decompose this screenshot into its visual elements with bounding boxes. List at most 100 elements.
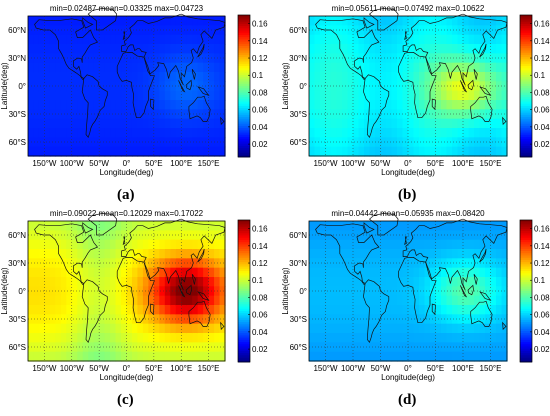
heatmap-cell [38, 53, 46, 64]
heatmap-cell [28, 146, 35, 157]
heatmap-cell [336, 137, 343, 148]
heatmap-cell [208, 16, 215, 26]
heatmap-cell [77, 62, 84, 73]
heatmap-cell [170, 258, 177, 269]
heatmap-cell [66, 351, 73, 362]
heatmap-cell [424, 128, 431, 138]
heatmap-cell [110, 230, 117, 241]
heatmap-cell [369, 314, 376, 325]
heatmap-cell [441, 118, 448, 129]
heatmap-cell [148, 258, 155, 269]
heatmap-cell [397, 62, 404, 73]
colorbar-segment [238, 339, 250, 343]
heatmap-cell [331, 90, 338, 101]
heatmap-cell [457, 109, 464, 120]
heatmap-cell [391, 230, 398, 241]
heatmap-cell [441, 16, 448, 26]
heatmap-cell [446, 118, 453, 129]
heatmap-cell [28, 72, 35, 82]
colorbar-segment [238, 291, 250, 294]
heatmap-cell [82, 16, 89, 26]
heatmap-cell [164, 109, 171, 120]
heatmap-cell [386, 333, 393, 343]
heatmap-cell [430, 137, 437, 148]
heatmap-cell [126, 100, 133, 110]
heatmap-cell [164, 230, 171, 241]
heatmap-cell [49, 305, 56, 315]
heatmap-cell [192, 25, 199, 36]
heatmap-cell [77, 249, 84, 259]
heatmap-cell [413, 323, 420, 334]
heatmap-cell [441, 137, 448, 148]
heatmap-cell [364, 44, 371, 54]
x-tick-label: 100°E [452, 159, 474, 168]
heatmap-cell [142, 258, 149, 269]
colorbar-frame [519, 219, 533, 363]
heatmap-cell [490, 314, 497, 325]
heatmap-cell [77, 100, 84, 110]
colorbar-segment [238, 220, 250, 223]
heatmap-cell [82, 25, 89, 36]
colorbar-segment [520, 117, 532, 120]
heatmap-cell [419, 314, 426, 325]
heatmap-cell [485, 249, 492, 259]
heatmap-cell [386, 267, 393, 278]
heatmap-cell [402, 305, 409, 315]
heatmap-cell [214, 295, 221, 306]
colorbar-segment [520, 335, 532, 338]
heatmap-cell [110, 53, 117, 64]
heatmap-cell [186, 305, 193, 315]
heatmap-cell [347, 295, 354, 306]
heatmap-cell [457, 62, 464, 73]
colorbar-segment [238, 92, 250, 96]
colorbar-tick-label: 0.02 [252, 345, 268, 354]
heatmap-cell [496, 72, 503, 82]
coastline [363, 222, 375, 234]
heatmap-cell [430, 16, 437, 26]
heatmap-cell [314, 249, 321, 259]
heatmap-cell [430, 333, 437, 343]
heatmap-cell [164, 53, 171, 64]
heatmap-cell [397, 90, 404, 101]
heatmap-cell [314, 239, 321, 250]
heatmap-cell [391, 286, 398, 297]
heatmap-cell [468, 137, 475, 148]
heatmap-cell [364, 230, 371, 241]
heatmap-cell [496, 323, 503, 334]
heatmap-cell [441, 286, 448, 297]
heatmap-cell [364, 81, 371, 92]
coastline [116, 257, 155, 324]
heatmap-cell [208, 90, 215, 101]
heatmap-cell [309, 323, 316, 334]
heatmap-cell [320, 72, 327, 82]
heatmap-cell [71, 44, 78, 54]
heatmap-cell [386, 351, 393, 362]
heatmap-cell [44, 137, 51, 148]
heatmap-cell [44, 249, 51, 259]
coastline [368, 213, 399, 236]
heatmap-cell [126, 128, 133, 138]
heatmap-cell [452, 90, 459, 101]
heatmap-cell [99, 277, 106, 287]
heatmap-cell [33, 25, 40, 36]
heatmap-cell [490, 16, 497, 26]
heatmap-cell [331, 100, 338, 110]
heatmap-cell [386, 305, 393, 315]
heatmap-cell [104, 286, 111, 297]
heatmap-cell [413, 137, 420, 148]
heatmap-cell [137, 62, 144, 73]
heatmap-cell [364, 314, 371, 325]
heatmap-cell [38, 62, 46, 73]
heatmap-cell [358, 342, 365, 353]
heatmap-cell [137, 277, 144, 287]
heatmap-cell [314, 286, 321, 297]
heatmap-cell [197, 34, 204, 45]
panel-b: 150°W 100°W 50°W 0° 50°E 100°E 150°E60°N30°N0°… [281, 4, 550, 177]
heatmap-cell [441, 25, 448, 36]
colorbar-segment [520, 359, 532, 363]
heatmap-cell [148, 90, 155, 101]
heatmap-cell [435, 137, 442, 148]
heatmap-cell [424, 323, 431, 334]
heatmap-cell [463, 277, 470, 287]
heatmap-cell [170, 323, 177, 334]
